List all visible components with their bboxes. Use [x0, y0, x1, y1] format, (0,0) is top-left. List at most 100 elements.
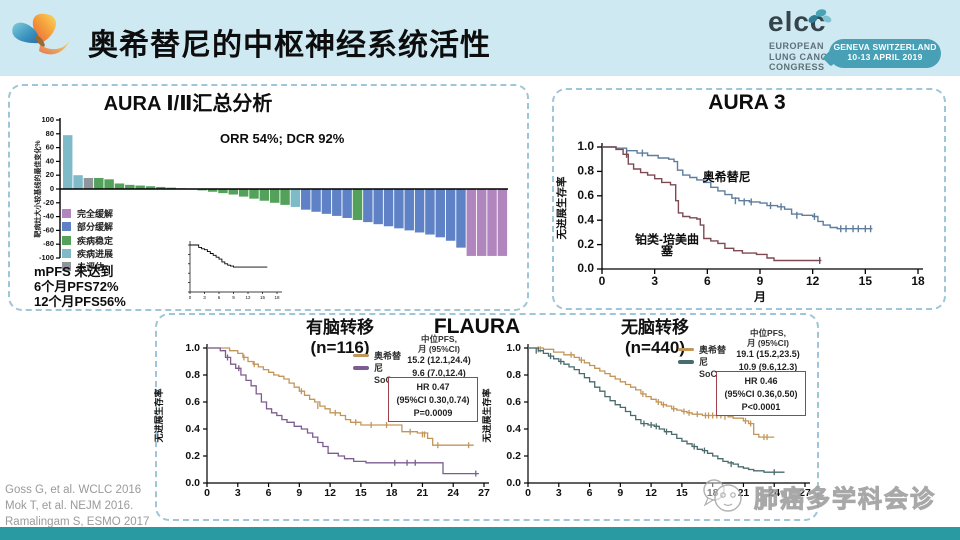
- svg-text:靶病灶大小较基线的最佳变化%: 靶病灶大小较基线的最佳变化%: [33, 140, 42, 238]
- svg-text:月: 月: [753, 290, 766, 304]
- flaura-right-hr-box: HR 0.46 (95%CI 0.36,0.50) P<0.0001: [716, 371, 806, 416]
- flaura-brain-km-chart: 0 3 6 9 12 15 18 21 24 27 0.0 0.2 0.4 0.6 0.8 1.0 无进展生存率: [153, 342, 490, 499]
- svg-text:27: 27: [478, 487, 490, 499]
- legend-item: 疾病稳定: [62, 234, 113, 247]
- svg-text:15: 15: [676, 487, 688, 499]
- stat-line: 12个月PFS56%: [34, 294, 126, 309]
- legend-label: SoC: [374, 375, 392, 386]
- watermark-bubble-icon: [703, 479, 742, 512]
- svg-text:0.0: 0.0: [185, 477, 200, 489]
- panel-flaura: [155, 313, 819, 521]
- panel-aura3: [552, 88, 946, 310]
- svg-text:60: 60: [46, 143, 54, 152]
- svg-text:3: 3: [235, 487, 241, 499]
- svg-text:3: 3: [556, 487, 562, 499]
- svg-text:0.4: 0.4: [506, 423, 521, 435]
- legend-item: SoC: [678, 368, 726, 381]
- svg-text:12: 12: [324, 487, 336, 499]
- flaura-left-subtitle: 有脑转移 (n=116): [306, 318, 374, 357]
- legend-item: 尼: [678, 356, 726, 369]
- svg-text:0.8: 0.8: [506, 369, 521, 381]
- svg-text:18: 18: [911, 274, 925, 288]
- svg-text:15: 15: [355, 487, 367, 499]
- svg-text:6: 6: [266, 487, 272, 499]
- svg-text:27: 27: [799, 487, 811, 499]
- legend-swatch: [678, 360, 694, 364]
- page-title: 奥希替尼的中枢神经系统活性: [88, 29, 491, 62]
- svg-text:0: 0: [50, 184, 54, 193]
- svg-text:9: 9: [232, 295, 235, 300]
- aura3-km-chart: 0 3 6 9 12 15 18 0.0 0.2 0.4 0.6 0.8 1.0 月 无进展生存率 奥希替尼铂…: [555, 139, 925, 304]
- legend-swatch-spacer: [353, 379, 369, 383]
- legend-item: 奥希替: [353, 349, 401, 362]
- svg-text:0.0: 0.0: [577, 261, 594, 275]
- flaura-left-legend: 奥希替尼 SoC: [353, 349, 401, 387]
- aura12-orr-annotation: ORR 54%; DCR 92%: [220, 131, 345, 146]
- legend-label: 疾病进展: [77, 249, 114, 260]
- legend-item: 尼: [353, 362, 401, 375]
- svg-text:-40: -40: [43, 212, 54, 221]
- reference-line: Ramalingam S, ESMO 2017: [5, 516, 150, 528]
- aura3-title: AURA 3: [708, 91, 786, 114]
- svg-text:12: 12: [645, 487, 657, 499]
- flaura-left-median: 中位PFS, 月 (95%CI) 15.2 (12.1,24.4) 9.6 (7…: [407, 334, 471, 378]
- legend-label: 奥希替: [699, 344, 727, 355]
- legend-swatch: [62, 222, 71, 232]
- svg-text:24: 24: [768, 487, 780, 499]
- svg-text:0: 0: [525, 487, 531, 499]
- header-band: 奥希替尼的中枢神经系统活性 elcc EUROPEAN LUNG CANCER …: [0, 0, 960, 76]
- legend-swatch: [62, 249, 71, 259]
- svg-text:6: 6: [704, 274, 711, 288]
- svg-text:100: 100: [41, 115, 54, 124]
- legend-item: 未评估: [62, 260, 113, 273]
- svg-text:0.2: 0.2: [577, 237, 594, 251]
- svg-text:3: 3: [651, 274, 658, 288]
- legend-label: 未评估: [77, 262, 105, 273]
- svg-text:0.6: 0.6: [577, 188, 594, 202]
- svg-text:无进展生存率: 无进展生存率: [153, 388, 164, 443]
- congress-venue-badge: GENEVA SWITZERLAND 10-13 APRIL 2019: [829, 39, 941, 68]
- svg-text:0.8: 0.8: [185, 369, 200, 381]
- watermark: 肺癌多学科会诊: [700, 474, 936, 518]
- svg-text:0.6: 0.6: [185, 396, 200, 408]
- svg-text:0.8: 0.8: [577, 164, 594, 178]
- legend-item: 奥希替: [678, 343, 726, 356]
- svg-text:3: 3: [203, 295, 206, 300]
- legend-swatch: [62, 262, 71, 272]
- flaura-title: FLAURA: [433, 315, 521, 338]
- svg-text:0: 0: [599, 274, 606, 288]
- svg-text:80: 80: [46, 129, 54, 138]
- legend-item: SoC: [353, 374, 401, 387]
- legend-label: 尼: [699, 357, 709, 368]
- reference-line: Goss G, et al. WCLC 2016: [5, 484, 142, 496]
- svg-text:21: 21: [738, 487, 750, 499]
- svg-text:1.0: 1.0: [185, 342, 200, 354]
- svg-text:18: 18: [707, 487, 719, 499]
- reference-line: Mok T, et al. NEJM 2016.: [5, 500, 134, 512]
- flaura-right-subtitle: 无脑转移 (n=440): [621, 318, 689, 357]
- elcc-org-name: EUROPEAN LUNG CANCER CONGRESS: [769, 41, 841, 72]
- flaura-right-legend: 奥希替尼 SoC: [678, 343, 726, 381]
- legend-item: 疾病进展: [62, 247, 113, 260]
- panel-aura12: [8, 84, 529, 311]
- aura12-waterfall-chart: 100 80 60 40 20 0 -20 -40 -60 -80 -100 靶病灶大小较基线的最佳变…: [33, 115, 508, 262]
- legend-swatch: [353, 366, 369, 370]
- svg-text:0: 0: [189, 295, 192, 300]
- svg-text:15: 15: [859, 274, 873, 288]
- legend-swatch-spacer: [678, 373, 694, 377]
- svg-text:9: 9: [757, 274, 764, 288]
- svg-text:0.6: 0.6: [506, 396, 521, 408]
- svg-text:21: 21: [417, 487, 429, 499]
- svg-text:-100: -100: [39, 253, 54, 262]
- svg-text:无进展生存率: 无进展生存率: [481, 388, 492, 443]
- references: Goss G, et al. WCLC 2016 Mok T, et al. NE…: [5, 482, 149, 530]
- footer-teal-bar: [0, 527, 960, 540]
- svg-text:0: 0: [204, 487, 210, 499]
- legend-swatch: [62, 235, 71, 245]
- stat-line: 6个月PFS72%: [34, 279, 119, 294]
- svg-text:15: 15: [260, 295, 266, 300]
- svg-text:18: 18: [386, 487, 398, 499]
- aura12-pfs-inset-chart: 0 3 6 9 12 15 18: [188, 241, 282, 300]
- aura12-legend: 完全缓解 部分缓解 疾病稳定 疾病进展 未评估: [62, 207, 113, 273]
